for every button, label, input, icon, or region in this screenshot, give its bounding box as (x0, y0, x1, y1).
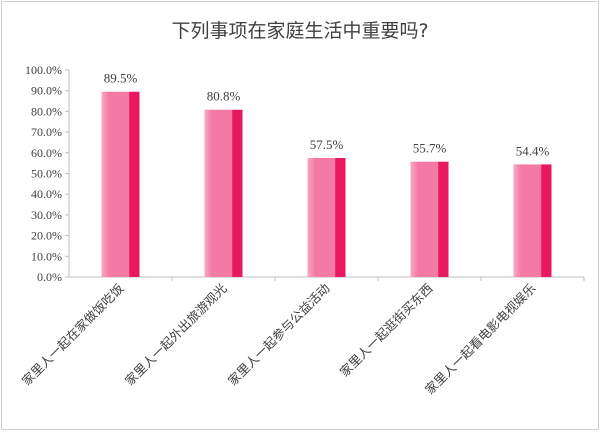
bar-value-label: 89.5% (104, 71, 138, 86)
y-tick-label: 0.0% (37, 270, 62, 284)
y-tick-label: 80.0% (31, 104, 62, 118)
bar-value-label: 55.7% (413, 141, 447, 156)
y-tick-label: 70.0% (31, 125, 62, 139)
y-tick-label: 100.0% (25, 63, 62, 77)
y-tick-label: 50.0% (31, 167, 62, 181)
y-tick-label: 60.0% (31, 146, 62, 160)
y-tick-label: 10.0% (31, 249, 62, 263)
bar (513, 164, 552, 277)
y-tick-label: 40.0% (31, 187, 62, 201)
category-label: 家里人一起参与公益活动 (225, 281, 333, 389)
bar-value-label: 57.5% (310, 137, 344, 152)
category-label: 家里人一起逛街买东西 (337, 281, 436, 380)
bar-value-label: 54.4% (516, 143, 550, 158)
bar (307, 157, 346, 277)
category-label: 家里人一起看电影电视娱乐 (422, 281, 539, 398)
y-tick-label: 20.0% (31, 229, 62, 243)
y-tick-label: 30.0% (31, 208, 62, 222)
y-tick-label: 90.0% (31, 84, 62, 98)
chart-title: 下列事项在家庭生活中重要吗? (171, 20, 429, 42)
category-label: 家里人一起在家做饭吃饭 (19, 280, 127, 388)
bar-value-label: 80.8% (207, 89, 241, 104)
bar (410, 161, 449, 277)
category-label: 家里人一起外出旅游观光 (122, 281, 230, 389)
bar (204, 109, 243, 277)
bar (101, 91, 140, 277)
